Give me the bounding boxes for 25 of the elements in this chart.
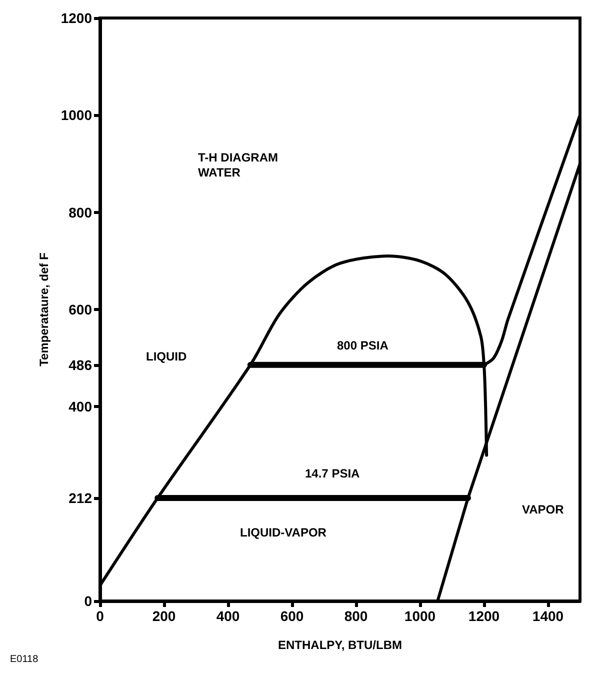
annotation: LIQUID [146,350,187,364]
text: E0118 [10,654,39,665]
y-tick-label: 0 [84,593,92,609]
x-tick-label: 1000 [404,608,436,624]
x-tick-label: 600 [280,608,304,624]
annotation: 14.7 PSIA [305,466,360,480]
annotation: VAPOR [522,502,564,516]
x-axis-title: ENTHALPY, BTU/LBM [278,638,402,652]
y-tick-label: 400 [68,398,92,415]
y-tick-label: 600 [68,302,92,318]
x-tick-label: 0 [96,608,104,624]
x-tick-label: 200 [152,608,176,624]
annotation: LIQUID-VAPOR [240,526,327,540]
x-tick-label: 1200 [468,608,500,624]
x-tick-label: 1400 [532,608,564,624]
y-tick-label: 800 [68,204,92,220]
y-tick-label: 1000 [60,107,92,124]
y-axis-title: Temperataure, def F [36,252,51,366]
annotation: 800 PSIA [337,338,389,352]
x-tick-label: 400 [216,608,240,624]
annotation: T-H DIAGRAM WATER [198,150,278,180]
y-tick-label: 486 [68,356,92,373]
y-tick-label: 212 [68,490,92,506]
y-tick-label: 1200 [60,10,92,26]
x-tick-label: 800 [344,608,368,624]
